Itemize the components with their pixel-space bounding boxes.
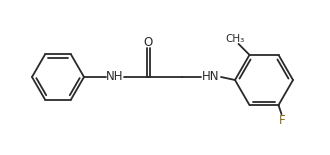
Text: CH₃: CH₃: [226, 34, 245, 44]
Text: HN: HN: [202, 71, 220, 84]
Text: NH: NH: [106, 71, 124, 84]
Text: O: O: [143, 35, 152, 49]
Text: F: F: [279, 114, 286, 127]
